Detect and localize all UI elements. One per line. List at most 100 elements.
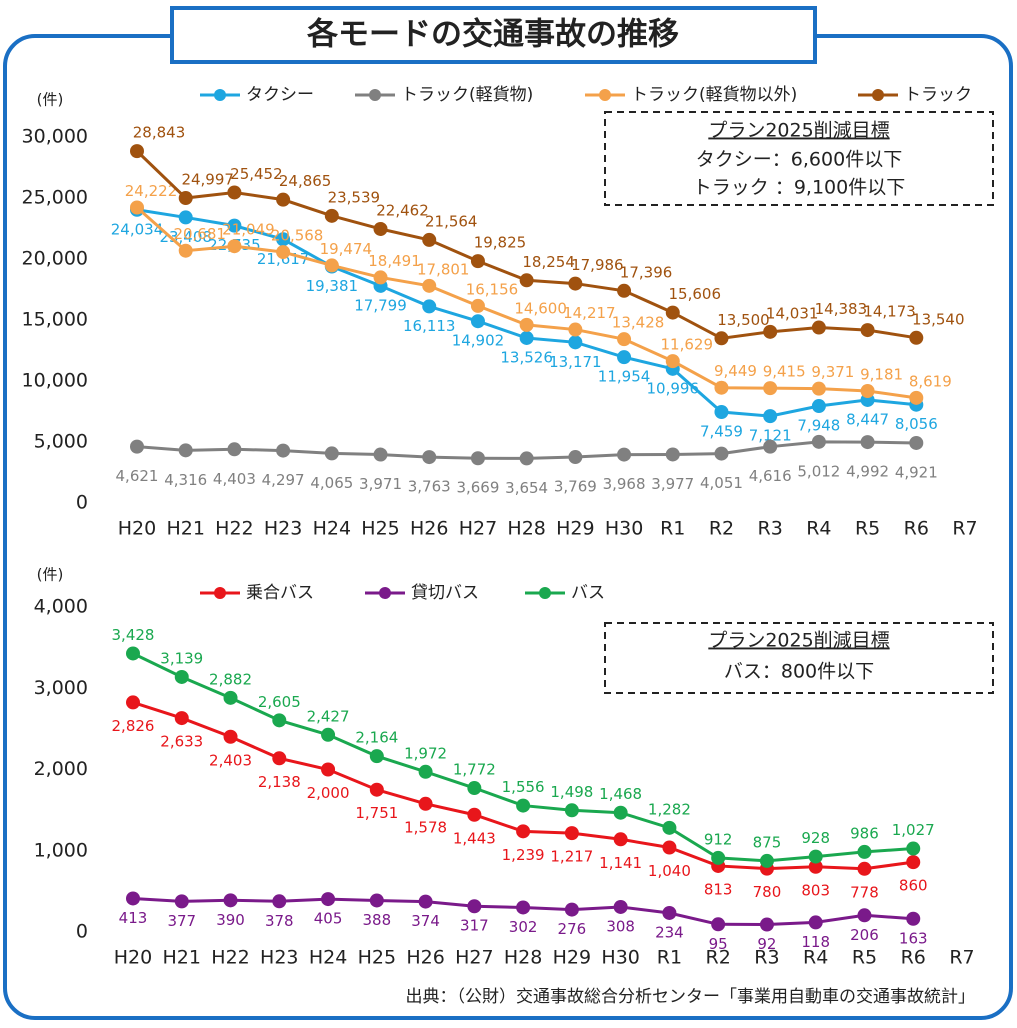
data-label: 118 [801, 933, 830, 951]
data-point [617, 447, 632, 462]
data-label: 1,751 [355, 804, 398, 822]
unit-label: (件) [37, 91, 64, 109]
x-tick-label: R6 [901, 947, 926, 969]
data-label: 1,498 [550, 783, 593, 801]
data-label: 3,763 [408, 478, 451, 496]
data-point [321, 762, 336, 777]
data-point [130, 439, 144, 454]
x-tick-label: H28 [504, 947, 542, 969]
data-point [763, 324, 778, 339]
data-label: 21,049 [222, 221, 275, 239]
data-label: 7,121 [749, 427, 792, 445]
data-point [613, 899, 628, 914]
data-label: 1,556 [502, 778, 545, 796]
data-label: 2,403 [209, 751, 252, 769]
data-label: 3,428 [112, 626, 155, 644]
data-label: 14,902 [452, 332, 505, 350]
data-label: 7,459 [700, 423, 743, 441]
data-point [568, 276, 583, 291]
source: 出典：（公財）交通事故総合分析センター「事業用自動車の交通事故統計」 [406, 987, 976, 1007]
data-point [808, 859, 823, 874]
data-point [422, 299, 437, 314]
data-label: 3,669 [456, 479, 499, 497]
data-point [665, 354, 680, 369]
data-point [714, 446, 729, 461]
data-label: 19,474 [320, 240, 373, 258]
target-title: プラン2025削減目標 [708, 630, 889, 652]
data-point [223, 729, 238, 744]
data-point [126, 891, 140, 906]
data-point [906, 911, 921, 926]
data-point [568, 335, 583, 350]
data-label: 3,968 [603, 475, 646, 493]
title-box [170, 6, 817, 64]
data-point [470, 298, 485, 313]
data-point [763, 381, 778, 396]
data-point [272, 751, 287, 766]
data-point [662, 840, 677, 855]
x-tick-label: R4 [803, 947, 828, 969]
data-label: 13,171 [549, 353, 602, 371]
data-label: 317 [460, 917, 489, 935]
data-point [227, 218, 242, 233]
data-label: 11,954 [598, 368, 651, 386]
data-label: 15,606 [669, 285, 722, 303]
data-label: 9,371 [811, 363, 854, 381]
data-label: 1,578 [404, 818, 447, 836]
x-tick-label: H29 [556, 518, 594, 540]
data-label: 4,992 [846, 463, 889, 481]
data-label: 11,629 [661, 336, 714, 354]
data-label: 14,031 [766, 304, 819, 322]
data-label: 4,921 [895, 463, 938, 481]
data-label: 912 [704, 830, 733, 848]
x-tick-label: H26 [410, 518, 448, 540]
data-label: 10,996 [647, 379, 700, 397]
data-label: 4,051 [700, 474, 743, 492]
data-point [223, 690, 238, 705]
data-point [811, 381, 826, 396]
x-tick-label: R3 [754, 947, 779, 969]
data-point [714, 380, 729, 395]
data-label: 14,217 [563, 304, 616, 322]
data-label: 17,986 [571, 256, 624, 274]
data-label: 9,415 [763, 363, 806, 381]
data-point [227, 239, 242, 254]
data-point [714, 331, 729, 346]
data-label: 378 [265, 912, 294, 930]
data-label: 2,000 [307, 784, 350, 802]
data-point [126, 695, 140, 710]
data-point [467, 781, 482, 796]
data-label: 9,449 [714, 362, 757, 380]
data-label: 3,971 [359, 475, 402, 493]
x-tick-label: R2 [709, 518, 734, 540]
data-label: 2,164 [355, 729, 398, 747]
data-label: 3,139 [160, 649, 203, 667]
legend-label: トラック(軽貨物) [401, 85, 533, 105]
target-box [604, 111, 994, 206]
data-point [467, 807, 482, 822]
data-label: 4,621 [116, 467, 159, 485]
y-tick-label: 1,000 [34, 839, 88, 861]
data-label: 388 [363, 911, 392, 929]
data-point [568, 322, 583, 337]
data-label: 95 [709, 935, 728, 953]
data-point [662, 905, 677, 920]
data-point [759, 917, 774, 932]
x-tick-label: H22 [215, 518, 253, 540]
data-point [811, 399, 826, 414]
data-label: 163 [899, 929, 928, 947]
data-label: 5,012 [797, 462, 840, 480]
data-label: 3,769 [554, 478, 597, 496]
data-label: 13,500 [717, 311, 770, 329]
data-point [617, 283, 632, 298]
data-point [516, 824, 531, 839]
data-point [418, 764, 433, 779]
y-tick-label: 20,000 [22, 248, 88, 270]
data-label: 17,801 [417, 260, 470, 278]
x-tick-label: H23 [264, 518, 302, 540]
x-tick-label: H22 [211, 947, 249, 969]
data-point [227, 442, 242, 457]
data-label: 24,997 [181, 171, 234, 189]
page-title: 各モードの交通事故の推移 [306, 17, 679, 53]
data-point [617, 332, 632, 347]
